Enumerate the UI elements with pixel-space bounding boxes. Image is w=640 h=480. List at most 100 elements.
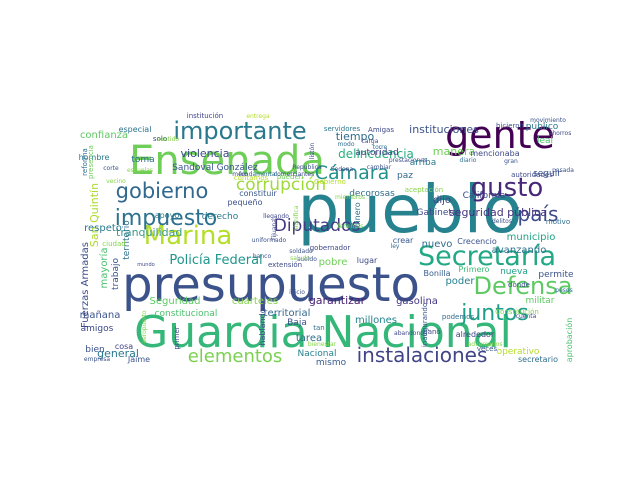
cloud-word: primer [173,326,181,349]
cloud-word: entrega [246,113,270,120]
cloud-word: Gabinete [416,208,457,218]
cloud-word: aeropuerto [141,310,148,343]
cloud-word: Guardia Nacional [134,307,512,358]
cloud-word: miembros [335,194,365,201]
cloud-word: mencionaba [470,149,519,158]
cloud-word: Jaime [127,355,150,364]
cloud-word: seguridad pública [449,206,547,219]
cloud-word: dinero [353,202,362,227]
cloud-word: confianza [80,130,128,141]
cloud-word: significa [293,205,300,230]
cloud-word: garantizar [309,294,366,307]
cloud-word: hicieron [496,122,524,130]
cloud-word: uniformado [252,237,287,244]
cloud-word: movimiento [530,117,566,124]
cloud-word: Constitución [495,308,539,316]
cloud-word: hablando [258,308,267,345]
cloud-word: leal [537,136,553,146]
cloud-word: ciudad [102,240,125,248]
cloud-word: mero [232,171,248,178]
cloud-word: empresa [84,356,110,363]
cloud-word: ley [391,243,400,250]
cloud-word: contamos [234,174,269,182]
cloud-word: modo [338,141,355,148]
cloud-word: militar [525,296,554,306]
cloud-word: nueva [500,267,528,277]
cloud-word: millones [355,315,397,326]
cloud-word: gran [504,158,518,165]
cloud-word: juntos [460,301,529,326]
cloud-word: permite [538,270,574,280]
cloud-word: Ensenada [129,138,325,184]
cloud-word: municipio [507,232,556,243]
cloud-word: bien [85,345,104,355]
cloud-word: operativo [497,347,540,357]
cloud-word: mañana [80,310,121,321]
cloud-word: toma [131,155,154,165]
cloud-word: amigos [81,324,114,334]
cloud-word: Seguridad [150,296,201,307]
cloud-word: arriba [410,158,437,168]
cloud-word: dijo [433,195,451,206]
cloud-word: torre [373,144,388,151]
cloud-word: paz [397,171,413,181]
cloud-word: donde [508,281,530,289]
cloud-word: gobernador [310,244,351,252]
cloud-word: pasada [552,167,574,174]
cloud-word: territorial [264,308,311,319]
cloud-word: escuelas [127,167,153,174]
cloud-word: saludo [290,255,310,262]
cloud-word: vecino [106,178,126,185]
cloud-word: autoridades [511,171,553,179]
cloud-word: público [526,122,559,132]
cloud-word: cambiar [367,164,392,171]
cloud-word: Diputados [274,216,361,236]
cloud-word: cosa [115,342,133,351]
cloud-word: banco [253,253,272,260]
cloud-word: Fuerzas Armadas [80,242,91,328]
cloud-word: impuesto [115,206,218,231]
cloud-word: constitucional [155,309,218,319]
cloud-word: inicio [289,289,305,296]
cloud-word: adversarios [468,341,503,348]
cloud-word: manera [433,145,475,158]
cloud-word: soldado [289,248,313,255]
cloud-word: Sandoval González [172,163,258,173]
cloud-word: tranquilidad [116,226,182,239]
cloud-word: Baja [287,318,307,328]
cloud-word: instituciones [409,123,479,136]
cloud-word: pesos [555,287,572,294]
cloud-word: Crecencio [457,237,497,246]
cloud-word: bienestar [308,341,337,348]
cloud-word: derecho [202,212,239,222]
cloud-word: Gobierno [314,178,346,186]
cloud-word: Tijuana [271,219,278,242]
cloud-word: Bonilla [423,269,450,278]
cloud-word: veces [477,345,498,353]
cloud-word: general [97,347,139,360]
cloud-word: importante [173,117,306,145]
cloud-word: California [463,191,506,201]
cloud-word: alrededor [456,330,495,339]
cloud-word: pobre [319,257,348,268]
cloud-word: tarea [296,333,322,344]
cloud-word: Primero [459,265,490,274]
cloud-word: gasolina [396,296,438,307]
cloud-word: inaugurando [421,303,429,347]
cloud-word: crear [393,236,414,245]
cloud-word: Policía Federal [169,253,262,268]
cloud-word: cuenta [516,313,537,320]
cloud-word: aceptación [405,186,443,194]
cloud-word: prestaciones [389,157,427,164]
cloud-word: nuevo [422,239,453,250]
cloud-word: cuarteles [232,296,278,307]
cloud-word: tiempo [336,130,375,143]
cloud-word: seguir [533,169,561,179]
cloud-word: pueden [277,173,303,181]
cloud-word: especial [119,125,152,134]
cloud-word: corte [103,165,119,172]
cloud-word: pequeño [227,198,262,207]
cloud-word: reforma [81,148,89,176]
cloud-word: listón [309,143,316,159]
